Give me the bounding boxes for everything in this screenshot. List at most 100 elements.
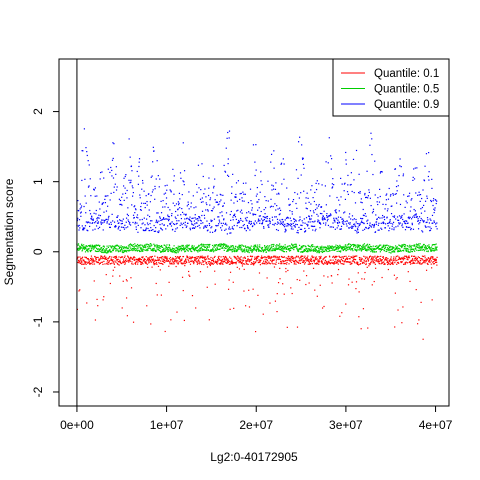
data-point [253, 244, 255, 246]
data-point [435, 202, 437, 205]
data-point [105, 210, 108, 212]
data-point [320, 223, 322, 225]
data-point [338, 250, 341, 252]
data-point [170, 222, 172, 224]
data-point [322, 249, 324, 251]
data-point [173, 263, 175, 265]
data-point [275, 246, 277, 248]
data-point [369, 263, 371, 265]
data-point [413, 249, 415, 251]
data-point [81, 179, 83, 182]
data-point [156, 294, 158, 296]
data-point [98, 259, 101, 261]
data-point [180, 245, 182, 247]
data-point [324, 218, 326, 221]
data-point [205, 202, 207, 204]
data-point [164, 257, 167, 259]
data-point [80, 257, 82, 260]
data-point [241, 244, 243, 246]
data-point [323, 210, 325, 212]
data-point [375, 260, 377, 262]
data-point [420, 212, 423, 214]
data-point [78, 290, 80, 292]
data-point [277, 282, 280, 284]
data-point [362, 248, 365, 250]
data-point [436, 246, 438, 248]
data-point [159, 245, 161, 248]
data-point [199, 249, 201, 251]
data-point [392, 215, 394, 218]
data-point [339, 260, 341, 262]
data-point [276, 310, 278, 313]
data-point [400, 257, 403, 259]
data-point [139, 246, 141, 248]
data-point [435, 225, 437, 228]
data-point [218, 203, 220, 205]
data-point [382, 248, 384, 250]
data-point [110, 221, 112, 223]
data-point [431, 214, 434, 217]
data-point [413, 259, 415, 261]
data-point [344, 258, 347, 261]
data-point [227, 261, 229, 264]
data-point [398, 215, 401, 217]
data-point [300, 256, 302, 258]
data-point [96, 248, 99, 250]
data-point [436, 261, 438, 263]
data-point [333, 263, 335, 265]
data-point [181, 244, 183, 247]
data-point [398, 257, 400, 259]
data-point [185, 260, 187, 262]
data-point [256, 257, 258, 259]
data-point [92, 229, 94, 231]
data-point [210, 256, 212, 259]
data-point [238, 259, 240, 261]
data-point [234, 248, 236, 250]
data-point [218, 259, 221, 261]
data-point [81, 263, 83, 265]
data-point [329, 250, 331, 252]
data-point [279, 258, 281, 261]
data-point [314, 289, 316, 291]
data-point [259, 244, 261, 246]
data-point [273, 150, 275, 152]
data-point [344, 198, 347, 200]
data-point [118, 245, 120, 247]
data-point [137, 259, 139, 262]
data-point [166, 189, 168, 191]
data-point [393, 229, 395, 231]
data-point [413, 244, 415, 246]
data-point [376, 201, 378, 203]
data-point [181, 247, 183, 249]
data-point [281, 250, 283, 252]
data-point [257, 220, 259, 222]
data-point [318, 222, 320, 224]
data-point [359, 263, 361, 265]
data-point [115, 257, 117, 259]
data-point [275, 228, 278, 231]
data-point [354, 248, 356, 250]
data-point [166, 184, 168, 186]
data-point [348, 258, 351, 260]
data-point [343, 212, 345, 214]
data-point [265, 220, 267, 222]
data-point [172, 228, 174, 231]
data-point [98, 201, 100, 203]
data-point [153, 249, 156, 251]
data-point [104, 255, 106, 257]
data-point [151, 220, 153, 222]
data-point [299, 218, 301, 221]
data-point [226, 246, 229, 248]
data-point [86, 229, 88, 231]
data-point [331, 183, 333, 185]
data-point [366, 220, 368, 222]
y-tick-label: -2 [31, 386, 45, 397]
data-point [260, 218, 263, 220]
data-point [236, 225, 238, 227]
data-point [234, 196, 236, 199]
data-point [418, 194, 420, 196]
data-point [276, 257, 278, 259]
data-point [362, 261, 364, 263]
data-point [421, 249, 423, 251]
data-point [391, 248, 394, 250]
